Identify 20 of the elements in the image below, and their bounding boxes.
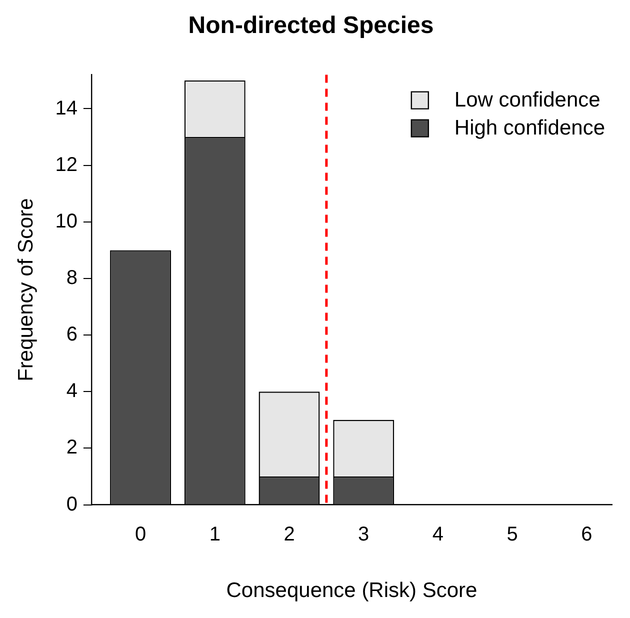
- x-tick-label: 2: [284, 523, 295, 546]
- x-tick-label: 6: [581, 523, 592, 546]
- y-tick-label: 8: [66, 267, 78, 289]
- y-axis-title: Frequency of Score: [14, 198, 38, 382]
- x-tick-label: 1: [209, 523, 220, 546]
- x-axis-title: Consequence (Risk) Score: [226, 579, 478, 602]
- y-tick-label: 2: [66, 436, 78, 459]
- y-tick-label: 4: [66, 380, 78, 402]
- legend-label: Low confidence: [454, 88, 600, 112]
- x-tick-label: 5: [506, 523, 518, 546]
- x-tick-label: 4: [432, 523, 444, 546]
- y-tick-label: 10: [55, 210, 78, 232]
- x-tick-label: 3: [358, 523, 370, 546]
- y-tick-label: 6: [66, 324, 78, 346]
- chart-title: Non-directed Species: [188, 12, 434, 40]
- y-tick-label: 0: [66, 493, 78, 516]
- legend-label: High confidence: [454, 116, 606, 140]
- y-tick-label: 12: [55, 154, 78, 176]
- x-tick-label: 0: [134, 523, 146, 546]
- y-tick-label: 14: [55, 97, 78, 120]
